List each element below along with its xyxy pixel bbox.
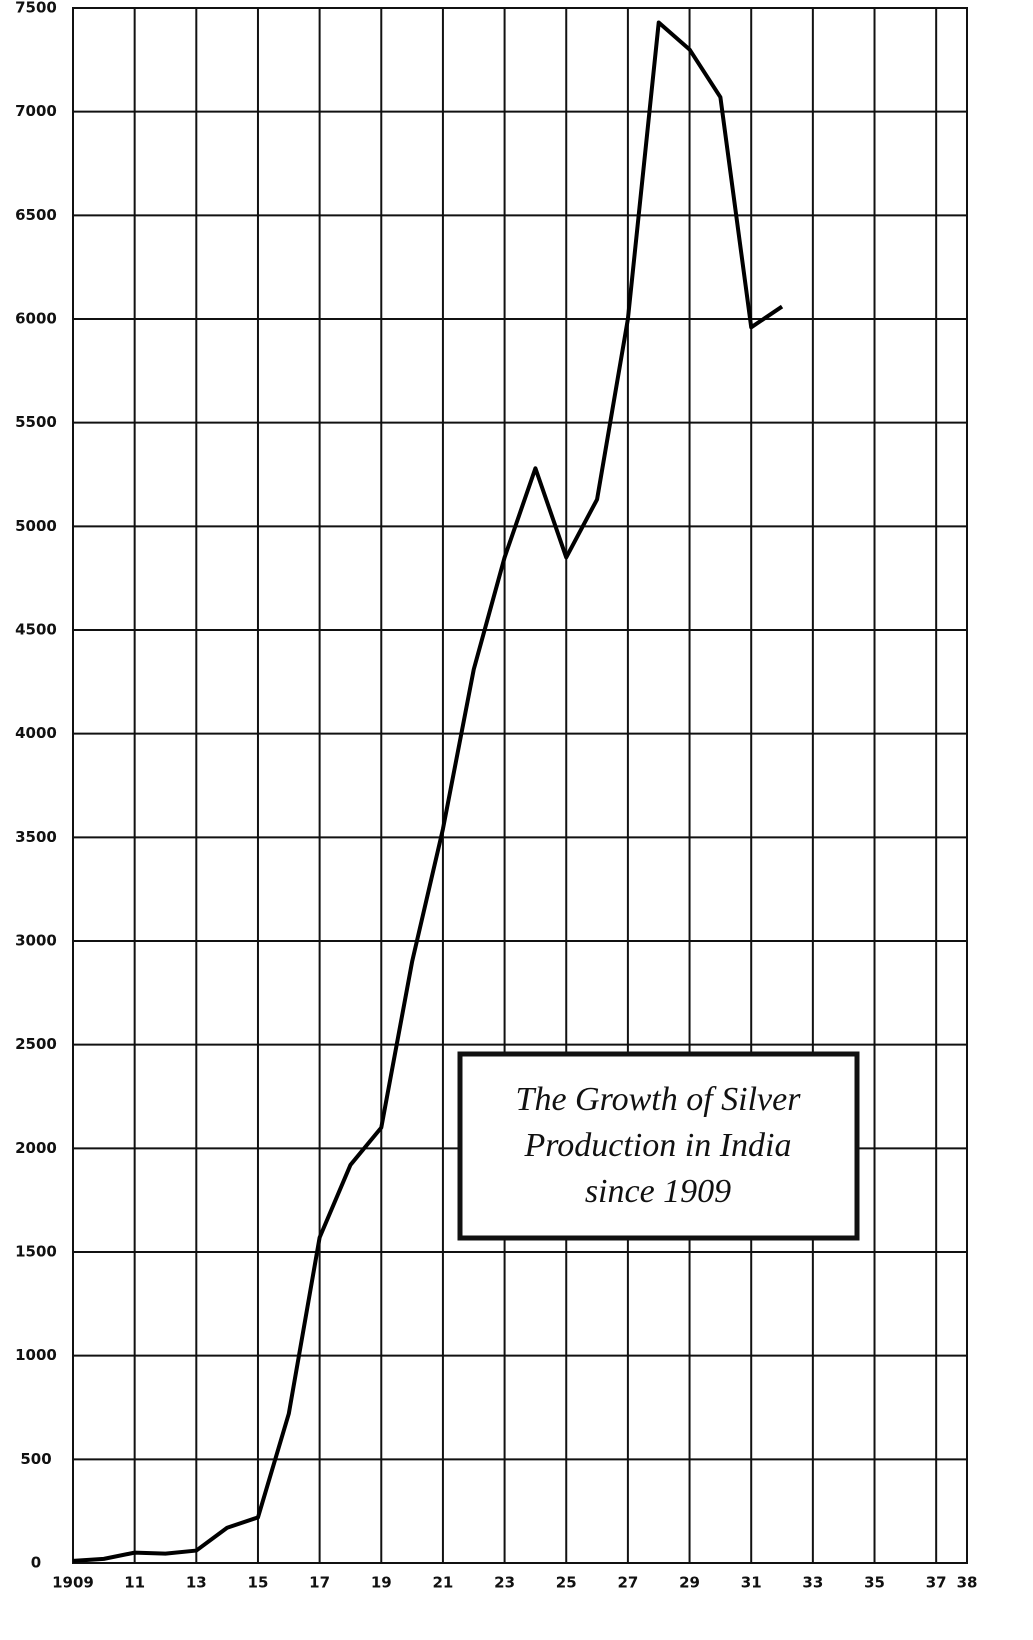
y-tick-label: 6500 bbox=[15, 206, 57, 224]
y-tick-label: 2000 bbox=[15, 1139, 57, 1157]
x-tick-label: 15 bbox=[248, 1574, 269, 1592]
y-tick-label: 7500 bbox=[15, 0, 57, 17]
x-tick-label: 31 bbox=[741, 1574, 762, 1592]
annotation: Production in India bbox=[524, 1127, 792, 1164]
x-tick-label: 25 bbox=[556, 1574, 577, 1592]
y-tick-label: 1500 bbox=[15, 1243, 57, 1261]
x-tick-label: 27 bbox=[617, 1574, 638, 1592]
x-tick-label: 19 bbox=[371, 1574, 392, 1592]
x-tick-label: 21 bbox=[432, 1574, 453, 1592]
y-tick-label: 3000 bbox=[15, 932, 57, 950]
y-tick-label: 6000 bbox=[15, 310, 57, 328]
y-tick-label: 0 bbox=[31, 1554, 41, 1572]
x-tick-label: 23 bbox=[494, 1574, 515, 1592]
x-tick-label: 17 bbox=[309, 1574, 330, 1592]
x-tick-label: 13 bbox=[186, 1574, 207, 1592]
annotation: The Growth of Silver bbox=[516, 1081, 802, 1118]
plot-frame bbox=[72, 7, 968, 1564]
y-tick-label: 5500 bbox=[15, 413, 57, 431]
x-tick-label: 35 bbox=[864, 1574, 885, 1592]
y-tick-label: 500 bbox=[20, 1450, 51, 1468]
x-tick-label: 37 bbox=[926, 1574, 947, 1592]
y-tick-label: 7000 bbox=[15, 102, 57, 120]
y-tick-label: 3500 bbox=[15, 828, 57, 846]
y-tick-label: 2500 bbox=[15, 1035, 57, 1053]
data-line bbox=[72, 20, 784, 1563]
y-tick-label: 1000 bbox=[15, 1346, 57, 1364]
y-tick-label: 4500 bbox=[15, 621, 57, 639]
y-tick-label: 4000 bbox=[15, 724, 57, 742]
x-tick-label: 29 bbox=[679, 1574, 700, 1592]
y-tick-label: 5000 bbox=[15, 517, 57, 535]
x-tick-label: 11 bbox=[124, 1574, 145, 1592]
annotation-box bbox=[457, 1051, 860, 1241]
x-tick-label: 1909 bbox=[52, 1574, 94, 1592]
annotation: since 1909 bbox=[585, 1173, 731, 1210]
x-tick-label: 38 bbox=[957, 1574, 978, 1592]
x-tick-label: 33 bbox=[802, 1574, 823, 1592]
